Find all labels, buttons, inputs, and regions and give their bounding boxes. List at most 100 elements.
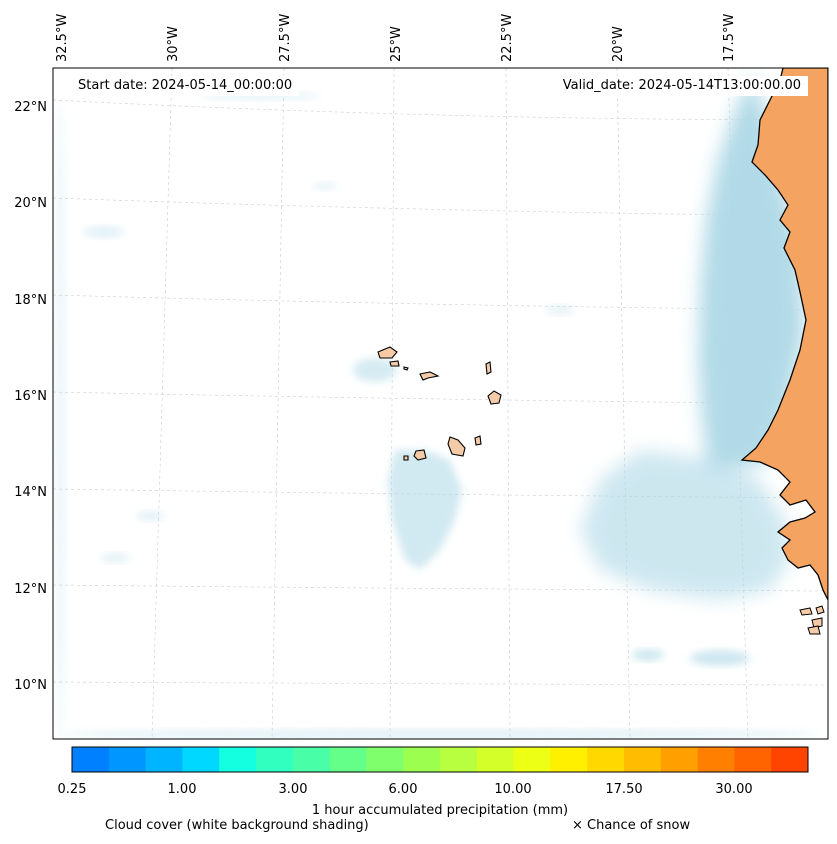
cloud-streak-bottom <box>60 729 820 739</box>
colorbar-swatch <box>145 747 183 772</box>
colorbar-label: 1 hour accumulated precipitation (mm) <box>312 803 568 818</box>
lat-label-12n: 12°N <box>14 582 47 597</box>
islet-4 <box>815 605 825 615</box>
islet-3 <box>807 625 821 635</box>
colorbar-tick-label: 3.00 <box>279 782 308 797</box>
colorbar-swatch <box>440 747 478 772</box>
island-fogo <box>413 449 427 461</box>
cloud-cover-shading <box>54 75 820 739</box>
island-sao-vicente <box>389 360 400 367</box>
lat-gridline-18n <box>53 294 828 311</box>
southern-cloud-patch <box>580 450 790 600</box>
lat-gridline-16n <box>53 391 828 405</box>
cloud-streak-south-2 <box>632 649 664 661</box>
colorbar-ticks: 0.25 1.00 3.00 6.00 10.00 17.50 30.00 <box>58 782 753 797</box>
lon-gridline-20w <box>616 68 631 739</box>
lat-label-20n: 20°N <box>14 196 47 211</box>
colorbar-swatch <box>513 747 551 772</box>
island-brava <box>403 455 409 461</box>
valid-date-box: Valid_date: 2024-05-14T13:00:00.00 <box>555 76 808 96</box>
longitude-labels: 32.5°W 30°W 27.5°W 25°W 22.5°W 20°W 17.5… <box>55 14 737 62</box>
colorbar-swatch <box>624 747 662 772</box>
cloud-streak-nw <box>313 182 337 190</box>
colorbar-swatch <box>182 747 220 772</box>
cloud-streak-sw <box>101 553 129 563</box>
graticule-grid <box>53 68 828 739</box>
colorbar-swatch <box>219 747 257 772</box>
colorbar-swatch <box>256 747 294 772</box>
lat-label-14n: 14°N <box>14 485 47 500</box>
cloud-streak-mid <box>136 511 164 521</box>
islet-1 <box>799 607 813 616</box>
precipitation-colorbar <box>72 747 809 772</box>
colorbar-frame <box>71 746 809 773</box>
colorbar-swatch <box>366 747 404 772</box>
africa-mainland <box>740 68 828 601</box>
colorbar-swatch <box>329 747 367 772</box>
map-frame <box>52 67 829 740</box>
lon-gridline-27-5w <box>271 68 285 739</box>
cloud-streak-south <box>690 650 750 666</box>
lat-label-18n: 18°N <box>14 293 47 308</box>
cloud-streak-ne <box>546 305 574 315</box>
lat-gridline-22n <box>53 99 828 121</box>
cloud-streak-left <box>54 100 66 739</box>
lon-label-25w: 25°W <box>389 26 404 62</box>
colorbar-tick-label: 0.25 <box>58 782 87 797</box>
valid-date-text: Valid_date: 2024-05-14T13:00:00.00 <box>562 78 801 93</box>
lat-label-10n: 10°N <box>14 678 47 693</box>
lon-label-30w: 30°W <box>166 26 181 62</box>
colorbar-swatch <box>108 747 147 772</box>
colorbar-tick-label: 1.00 <box>168 782 197 797</box>
island-cloud-plume <box>388 450 462 570</box>
lon-label-27-5w: 27.5°W <box>278 14 293 62</box>
island-sao-nicolau <box>419 371 440 381</box>
lon-gridline-22-5w <box>505 68 511 739</box>
colorbar-tick-label: 30.00 <box>715 782 752 797</box>
snow-legend: × Chance of snow <box>572 818 691 833</box>
islet-2 <box>811 617 823 629</box>
latitude-labels: 22°N 20°N 18°N 16°N 14°N 12°N 10°N <box>14 100 47 693</box>
colorbar-swatch <box>734 747 772 772</box>
lon-label-32-5w: 32.5°W <box>55 14 70 62</box>
cloud-streak-north <box>353 358 397 382</box>
lat-label-22n: 22°N <box>14 100 47 115</box>
colorbar-swatch <box>403 747 441 772</box>
island-santiago <box>447 436 466 457</box>
colorbar-swatch <box>72 747 110 772</box>
island-santa-luzia <box>403 366 409 371</box>
colorbar-swatch <box>476 747 515 772</box>
cloud-streak-west <box>83 226 123 238</box>
lat-label-16n: 16°N <box>14 389 47 404</box>
lon-label-20w: 20°W <box>611 26 626 62</box>
colorbar-tick-label: 17.50 <box>605 782 642 797</box>
bissagos-islands <box>799 605 825 635</box>
colorbar-swatch <box>660 747 699 772</box>
colorbar-tick-label: 10.00 <box>494 782 531 797</box>
ocean-background <box>53 68 828 739</box>
island-maio <box>474 435 482 446</box>
colorbar-swatch <box>697 747 735 772</box>
island-sal <box>485 361 492 375</box>
lat-gridline-12n <box>53 584 828 592</box>
cloud-cover-legend: Cloud cover (white background shading) <box>105 818 369 833</box>
colorbar-swatch <box>292 747 331 772</box>
colorbar-swatch <box>771 747 809 772</box>
lon-label-17-5w: 17.5°W <box>722 14 737 62</box>
start-date-box: Start date: 2024-05-14_00:00:00 <box>71 76 300 96</box>
island-santo-antao <box>377 346 398 359</box>
lat-gridline-10n <box>53 681 828 686</box>
lon-gridline-17-5w <box>727 68 749 739</box>
lon-label-22-5w: 22.5°W <box>500 14 515 62</box>
lat-gridline-14n <box>53 488 828 499</box>
lon-gridline-30w <box>151 68 173 739</box>
cape-verde-islands <box>377 346 502 461</box>
colorbar-tick-label: 6.00 <box>389 782 418 797</box>
lat-gridline-20n <box>53 197 828 217</box>
colorbar-swatch <box>587 747 625 772</box>
island-boa-vista <box>487 390 502 405</box>
lon-gridline-25w <box>389 68 395 739</box>
colorbar-swatch <box>550 747 588 772</box>
start-date-text: Start date: 2024-05-14_00:00:00 <box>78 78 293 93</box>
